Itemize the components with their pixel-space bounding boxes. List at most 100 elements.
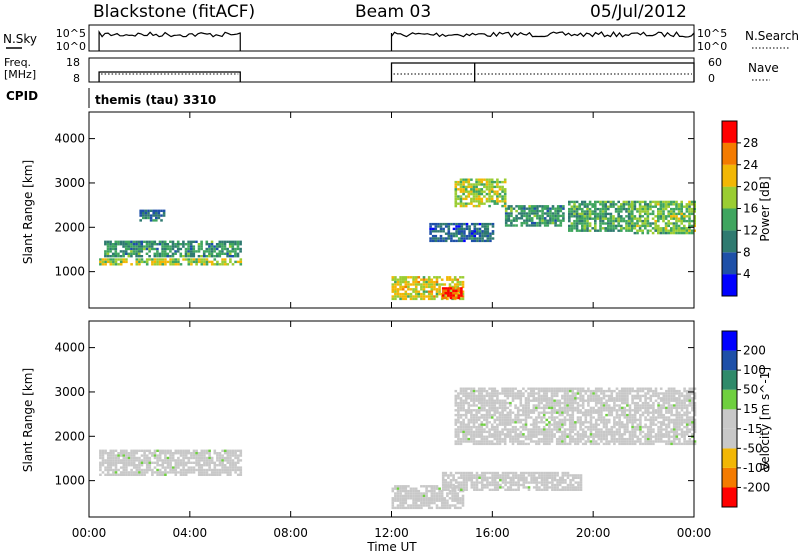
range-cell — [215, 252, 219, 255]
range-cell — [164, 471, 167, 474]
range-cell — [179, 449, 183, 452]
range-cell — [182, 452, 185, 455]
range-cell — [527, 428, 530, 431]
range-cell — [564, 481, 567, 484]
range-cell — [407, 504, 410, 507]
range-cell — [678, 401, 681, 405]
range-cell — [475, 397, 478, 400]
range-cell — [216, 473, 219, 476]
range-cell — [627, 203, 631, 206]
range-cell — [200, 247, 203, 251]
range-cell — [578, 212, 581, 216]
range-cell — [628, 433, 632, 436]
range-cell — [579, 479, 583, 482]
range-cell — [646, 231, 650, 235]
range-cell — [574, 399, 577, 402]
range-cell — [130, 461, 133, 464]
range-cell — [605, 404, 608, 407]
range-cell — [460, 227, 464, 231]
freq-label-2: [MHz] — [4, 68, 36, 81]
range-cell — [644, 416, 647, 419]
range-cell — [597, 389, 601, 393]
range-cell — [485, 423, 489, 426]
range-cell — [114, 245, 118, 248]
range-cell — [106, 247, 110, 251]
range-cell — [475, 192, 478, 196]
range-cell — [441, 294, 445, 297]
range-cell — [132, 456, 136, 460]
range-cell — [106, 452, 110, 455]
range-cell — [122, 260, 126, 264]
range-cell — [192, 260, 196, 264]
range-cell — [132, 473, 136, 476]
range-cell — [473, 227, 477, 231]
range-cell — [430, 283, 434, 286]
range-cell — [548, 421, 551, 424]
range-cell — [454, 200, 458, 203]
range-cell — [693, 200, 696, 204]
range-cell — [401, 489, 405, 493]
range-cell — [536, 221, 539, 225]
range-cell — [499, 486, 502, 489]
range-cell — [467, 406, 471, 410]
range-cell — [571, 406, 575, 410]
range-cell — [156, 243, 159, 246]
range-cell — [667, 399, 671, 402]
range-cell — [604, 203, 607, 206]
range-cell — [561, 397, 564, 400]
range-cell — [512, 207, 516, 210]
range-cell — [231, 452, 235, 455]
range-cell — [501, 440, 504, 443]
range-cell — [430, 485, 434, 488]
range-cell — [176, 245, 180, 248]
range-cell — [447, 488, 450, 491]
range-cell — [422, 499, 426, 502]
range-cell — [618, 418, 621, 422]
range-cell — [617, 217, 620, 220]
range-cell — [680, 399, 684, 402]
range-cell — [452, 296, 455, 300]
range-cell — [480, 394, 484, 398]
range-cell — [628, 404, 632, 407]
range-cell — [541, 205, 544, 208]
range-cell — [156, 454, 159, 457]
range-cell — [652, 413, 655, 417]
range-cell — [680, 219, 683, 223]
range-cell — [562, 214, 565, 218]
range-cell — [475, 416, 478, 419]
range-cell — [200, 449, 204, 452]
range-cell — [509, 416, 512, 419]
range-cell — [587, 428, 590, 431]
colorbar-tick-label: 200 — [743, 344, 766, 358]
range-cell — [491, 237, 495, 240]
range-cell — [581, 430, 585, 434]
range-cell — [485, 421, 489, 424]
range-cell — [607, 229, 610, 232]
range-cell — [672, 210, 676, 213]
range-cell — [459, 489, 462, 493]
range-cell — [453, 499, 457, 502]
range-cell — [627, 205, 631, 208]
range-cell — [672, 430, 676, 434]
range-cell — [607, 421, 611, 424]
range-cell — [119, 263, 123, 266]
range-cell — [688, 404, 692, 407]
range-cell — [667, 401, 671, 405]
range-cell — [460, 232, 464, 235]
range-cell — [581, 394, 585, 398]
range-cell — [512, 217, 516, 220]
range-cell — [638, 205, 642, 208]
range-cell — [524, 416, 528, 419]
range-cell — [491, 474, 494, 477]
range-cell — [132, 252, 136, 255]
range-cell — [396, 492, 400, 495]
range-cell — [187, 452, 191, 455]
range-cell — [573, 210, 576, 213]
range-cell — [485, 389, 489, 393]
range-cell — [130, 252, 133, 255]
range-cell — [407, 497, 410, 500]
range-cell — [483, 389, 486, 393]
range-cell — [610, 394, 614, 398]
range-cell — [440, 489, 444, 493]
range-cell — [522, 404, 525, 407]
